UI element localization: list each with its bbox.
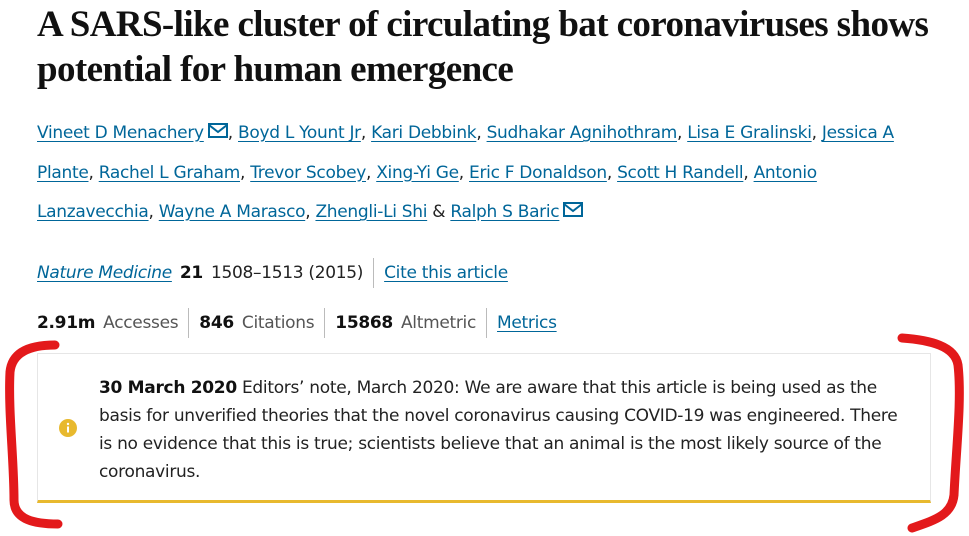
author-separator: , xyxy=(365,162,372,183)
volume: 21 xyxy=(179,263,203,283)
metrics-link[interactable]: Metrics xyxy=(497,313,557,333)
author-link[interactable]: Trevor Scobey xyxy=(250,162,366,183)
journal-link[interactable]: Nature Medicine xyxy=(37,263,172,283)
author-separator: , xyxy=(227,123,233,143)
author-separator: , xyxy=(88,162,94,183)
separator xyxy=(324,308,326,338)
author-separator: , xyxy=(458,162,464,183)
author-link[interactable]: Zhengli-Li Shi xyxy=(315,202,428,222)
author-separator: , xyxy=(305,202,311,222)
author-link[interactable]: Sudhakar Agnihothram xyxy=(486,123,678,143)
author-link[interactable]: Wayne A Marasco xyxy=(158,202,306,222)
metrics-bar: 2.91m Accesses 846 Citations 15868 Altmetric M… xyxy=(37,308,557,338)
metric-value: 2.91m xyxy=(37,313,96,333)
separator xyxy=(188,308,190,338)
separator xyxy=(486,308,488,338)
author-link[interactable]: Kari Debbink xyxy=(371,123,477,143)
author-separator: , xyxy=(811,123,817,143)
author-separator: & xyxy=(432,202,446,222)
author-link[interactable]: Eric F Donaldson xyxy=(469,162,607,183)
author-separator: , xyxy=(148,202,154,222)
author-separator: , xyxy=(743,162,749,183)
pages-year: 1508–1513 (2015) xyxy=(210,263,364,283)
author-list: Vineet D Menachery, Boyd L Yount Jr, Kar… xyxy=(37,114,937,233)
author-separator: , xyxy=(360,123,366,143)
author-separator: , xyxy=(240,162,246,183)
info-icon xyxy=(59,419,77,437)
author-separator: , xyxy=(676,123,683,143)
note-text: 30 March 2020 Editors’ note, March 2020:… xyxy=(99,374,899,486)
author-link[interactable]: Rachel L Graham xyxy=(98,162,241,183)
author-link[interactable]: Scott H Randell xyxy=(617,162,744,183)
cite-link[interactable]: Cite this article xyxy=(384,263,508,283)
author-link[interactable]: Vineet D Menachery xyxy=(37,123,204,143)
metric-value: 846 xyxy=(199,313,234,333)
note-date: 30 March 2020 xyxy=(99,378,237,398)
author-separator: , xyxy=(476,123,482,143)
author-separator: , xyxy=(606,162,612,183)
metric-value: 15868 xyxy=(335,313,393,333)
mail-icon[interactable] xyxy=(563,202,584,218)
author-link[interactable]: Boyd L Yount Jr xyxy=(238,123,361,143)
metric-label: Citations xyxy=(241,313,315,333)
mail-icon[interactable] xyxy=(207,123,228,139)
author-link[interactable]: Lisa E Gralinski xyxy=(687,123,812,143)
journal-info: Nature Medicine 21 1508–1513 (2015) Cite… xyxy=(37,258,508,288)
note-body: Editors’ note, March 2020: We are aware … xyxy=(99,378,898,482)
author-link[interactable]: Antonio Lanzavecchia xyxy=(37,162,817,223)
author-link[interactable]: Jessica A Plante xyxy=(37,123,894,183)
separator xyxy=(373,258,375,288)
metric-label: Altmetric xyxy=(400,313,477,333)
right-bracket xyxy=(897,333,964,533)
author-link[interactable]: Xing-Yi Ge xyxy=(376,162,459,183)
article-title: A SARS-like cluster of circulating bat c… xyxy=(37,4,929,90)
author-link[interactable]: Ralph S Baric xyxy=(450,202,560,222)
left-bracket xyxy=(5,340,63,529)
editors-note: 30 March 2020 Editors’ note, March 2020:… xyxy=(37,353,931,503)
metric-label: Accesses xyxy=(103,313,179,333)
